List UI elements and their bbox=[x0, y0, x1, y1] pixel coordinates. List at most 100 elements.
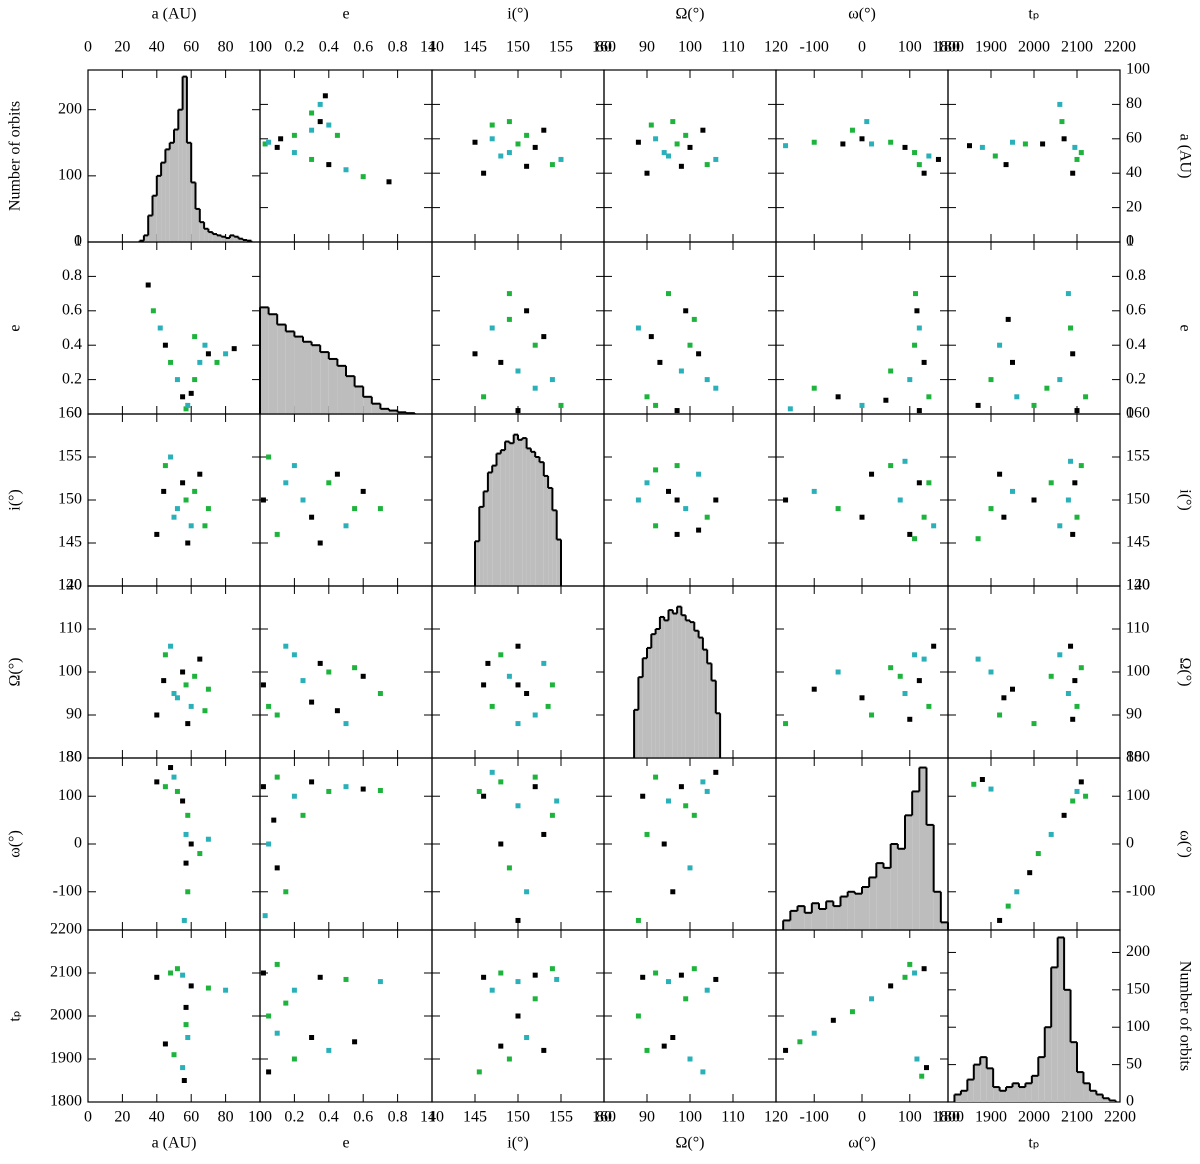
panel-frame bbox=[87, 241, 261, 415]
scatter-point bbox=[334, 708, 340, 714]
scatter-point bbox=[1083, 793, 1089, 799]
scatter-point bbox=[644, 1047, 650, 1053]
scatter-point bbox=[472, 139, 478, 145]
y-tick-label: 0.2 bbox=[1126, 370, 1146, 387]
scatter-point bbox=[912, 342, 918, 348]
scatter-point bbox=[343, 784, 349, 790]
hist-bar bbox=[328, 358, 338, 414]
scatter-point bbox=[988, 786, 994, 792]
scatter-point bbox=[907, 377, 913, 383]
scatter-point bbox=[704, 162, 710, 168]
y-tick-label: 0.2 bbox=[62, 370, 82, 387]
scatter-point bbox=[971, 781, 977, 787]
scatter-point bbox=[916, 325, 922, 331]
scatter-point bbox=[921, 170, 927, 176]
x-tick-label: 150 bbox=[506, 39, 530, 56]
scatter-point bbox=[653, 523, 659, 529]
scatter-point bbox=[661, 841, 667, 847]
scatter-point bbox=[1040, 141, 1046, 147]
scatter-point bbox=[931, 523, 937, 529]
scatter-point bbox=[291, 463, 297, 469]
scatter-point bbox=[888, 463, 894, 469]
scatter-point bbox=[914, 1056, 920, 1062]
y-tick-label: 100 bbox=[1126, 787, 1150, 804]
panel-frame bbox=[87, 585, 261, 759]
scatter-point bbox=[202, 523, 208, 529]
x-tick-label: 110 bbox=[721, 1109, 744, 1126]
scatter-point bbox=[1072, 144, 1078, 150]
scatter-point bbox=[907, 531, 913, 537]
scatter-point bbox=[811, 139, 817, 145]
hist-bar bbox=[509, 443, 514, 586]
x-tick-label: 150 bbox=[506, 1109, 530, 1126]
y-tick-label: 100 bbox=[1126, 61, 1150, 78]
scatter-point bbox=[545, 703, 551, 709]
scatter-point bbox=[1044, 385, 1050, 391]
hist-bar bbox=[1083, 1083, 1090, 1102]
hist-bar bbox=[681, 615, 686, 758]
scatter-point bbox=[274, 865, 280, 871]
scatter-point bbox=[266, 1069, 272, 1075]
x-tick-label: 120 bbox=[764, 1109, 788, 1126]
scatter-point bbox=[888, 665, 894, 671]
hist-bar bbox=[819, 908, 827, 930]
y-tick-label: 1900 bbox=[50, 1050, 82, 1067]
scatter-point bbox=[162, 342, 168, 348]
y-tick-label: 180 bbox=[1126, 749, 1150, 766]
hist-bar bbox=[182, 76, 187, 242]
scatter-point bbox=[902, 458, 908, 464]
scatter-point bbox=[635, 1013, 641, 1019]
scatter-point bbox=[326, 1047, 332, 1053]
hist-bar bbox=[651, 634, 656, 758]
x-tick-label: 155 bbox=[549, 39, 573, 56]
x-tick-label: 20 bbox=[114, 1109, 130, 1126]
hist-bar bbox=[783, 920, 791, 930]
y-tick-label: 90 bbox=[66, 706, 82, 723]
scatter-point bbox=[713, 976, 719, 982]
scatter-point bbox=[1072, 678, 1078, 684]
scatter-point bbox=[377, 787, 383, 793]
scatter-point bbox=[811, 1030, 817, 1036]
scatter-point bbox=[661, 1043, 667, 1049]
x-tick-label: 2000 bbox=[1018, 39, 1050, 56]
scatter-point bbox=[481, 974, 487, 980]
scatter-point bbox=[653, 467, 659, 473]
scatter-point bbox=[696, 527, 702, 533]
hist-bar bbox=[277, 324, 286, 414]
scatter-point bbox=[377, 979, 383, 985]
hist-bar bbox=[940, 922, 948, 930]
hist-bar bbox=[685, 620, 690, 758]
scatter-point bbox=[524, 308, 530, 314]
hist-bar bbox=[659, 616, 665, 758]
hist-bar bbox=[919, 767, 927, 930]
panel-frame bbox=[775, 585, 949, 759]
scatter-point bbox=[266, 454, 272, 460]
scatter-point bbox=[185, 889, 191, 895]
scatter-point bbox=[476, 788, 482, 794]
hist-bar bbox=[694, 630, 699, 758]
hist-bar bbox=[522, 438, 527, 586]
scatter-point bbox=[1014, 394, 1020, 400]
scatter-point bbox=[687, 144, 693, 150]
scatter-point bbox=[700, 1069, 706, 1075]
hist-bar bbox=[260, 307, 269, 414]
x-tick-label: 2100 bbox=[1061, 39, 1093, 56]
scatter-point bbox=[921, 656, 927, 662]
scatter-point bbox=[674, 497, 680, 503]
hist-bar bbox=[702, 649, 708, 758]
scatter-point bbox=[192, 334, 198, 340]
x-tick-label: 80 bbox=[218, 1109, 234, 1126]
hist-bar bbox=[905, 815, 913, 930]
scatter-point bbox=[309, 156, 315, 162]
x-tick-label: 0.4 bbox=[319, 1109, 339, 1126]
scatter-point bbox=[683, 308, 689, 314]
y-axis-label: i(°) bbox=[7, 489, 24, 511]
y-tick-label: 180 bbox=[58, 749, 82, 766]
hist-bar bbox=[690, 622, 695, 758]
scatter-point bbox=[498, 779, 504, 785]
y-axis-label: Ω(°) bbox=[1176, 658, 1193, 687]
scatter-point bbox=[1010, 359, 1015, 365]
panel-frame bbox=[603, 69, 777, 243]
hist-bar bbox=[389, 410, 398, 414]
x-tick-label: -100 bbox=[800, 39, 829, 56]
